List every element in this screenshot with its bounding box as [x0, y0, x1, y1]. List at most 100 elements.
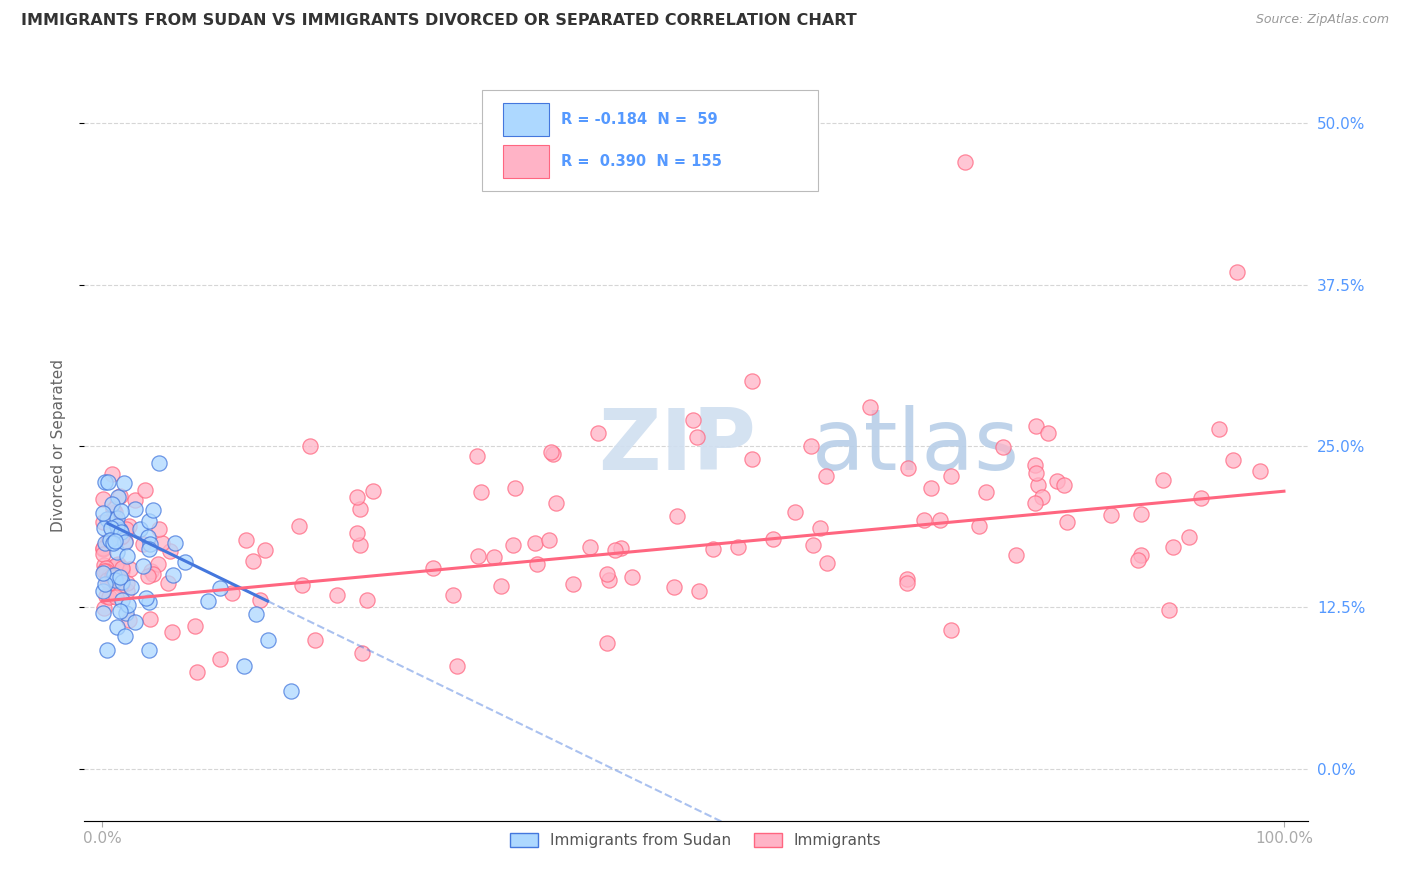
Point	[115, 549, 138, 563]
Point	[96, 642, 118, 657]
Point	[98, 514, 121, 528]
Point	[702, 542, 724, 557]
Point	[93, 577, 115, 591]
Point	[138, 514, 160, 528]
Point	[91, 606, 114, 620]
Point	[159, 543, 181, 558]
Point	[94, 475, 117, 490]
Point	[184, 619, 207, 633]
Point	[108, 604, 131, 618]
Point	[991, 440, 1014, 454]
Point	[727, 540, 749, 554]
Point	[1208, 422, 1230, 436]
Point	[101, 568, 124, 582]
Point	[470, 484, 492, 499]
Point	[111, 574, 134, 589]
Point	[105, 620, 128, 634]
Point	[110, 524, 132, 539]
Point	[117, 518, 139, 533]
Point	[1226, 264, 1249, 278]
Point	[1004, 548, 1026, 562]
Point	[1031, 491, 1053, 505]
Point	[138, 542, 160, 557]
Point	[1024, 458, 1046, 472]
Point	[93, 601, 115, 615]
Point	[118, 613, 141, 627]
Point	[139, 612, 162, 626]
Point	[1056, 516, 1078, 530]
Point	[1129, 549, 1152, 563]
Point	[662, 580, 685, 594]
Point	[912, 513, 935, 527]
Point	[349, 502, 371, 516]
Point	[245, 607, 267, 621]
Point	[441, 588, 464, 602]
Point	[939, 468, 962, 483]
Point	[96, 512, 118, 526]
Point	[142, 503, 165, 517]
Point	[104, 573, 127, 587]
Point	[97, 533, 120, 548]
Point	[91, 541, 114, 556]
Point	[1189, 491, 1212, 505]
Point	[98, 533, 121, 547]
Point	[152, 536, 174, 550]
Point	[859, 401, 882, 415]
Point	[105, 590, 128, 604]
Point	[135, 591, 157, 605]
Point	[814, 469, 837, 483]
Point	[139, 565, 162, 579]
Point	[939, 623, 962, 637]
Point	[98, 591, 121, 605]
Point	[186, 665, 208, 679]
Point	[1053, 478, 1076, 492]
Point	[120, 580, 142, 594]
Point	[1161, 540, 1184, 554]
Point	[1157, 603, 1180, 617]
Point	[93, 564, 115, 578]
Point	[103, 502, 125, 516]
Point	[762, 532, 785, 546]
Point	[162, 568, 184, 582]
Point	[94, 589, 117, 603]
Point	[356, 593, 378, 607]
Point	[1024, 496, 1046, 510]
Point	[110, 530, 132, 544]
Point	[540, 445, 562, 459]
Point	[352, 646, 374, 660]
FancyBboxPatch shape	[482, 90, 818, 191]
Point	[124, 615, 146, 630]
Point	[1026, 477, 1049, 491]
Point	[537, 533, 560, 548]
Point	[897, 461, 920, 475]
Point	[288, 519, 311, 533]
Point	[114, 629, 136, 643]
Point	[104, 533, 127, 548]
Point	[465, 450, 488, 464]
Point	[326, 588, 349, 602]
Point	[801, 538, 824, 552]
Point	[104, 574, 127, 588]
Point	[896, 576, 918, 591]
Point	[361, 484, 384, 499]
Point	[896, 573, 918, 587]
Point	[505, 481, 527, 495]
Point	[103, 573, 125, 587]
Text: atlas: atlas	[813, 404, 1021, 488]
Point	[209, 652, 232, 666]
Point	[253, 543, 276, 558]
Point	[502, 537, 524, 551]
Point	[103, 514, 125, 528]
Point	[808, 521, 831, 535]
Point	[131, 558, 153, 573]
Point	[108, 570, 131, 584]
Point	[103, 570, 125, 584]
Point	[800, 439, 823, 453]
Point	[107, 526, 129, 541]
Point	[132, 537, 155, 551]
Point	[1249, 463, 1271, 477]
Point	[562, 576, 585, 591]
Point	[1025, 467, 1047, 481]
Point	[100, 497, 122, 511]
Point	[422, 561, 444, 575]
